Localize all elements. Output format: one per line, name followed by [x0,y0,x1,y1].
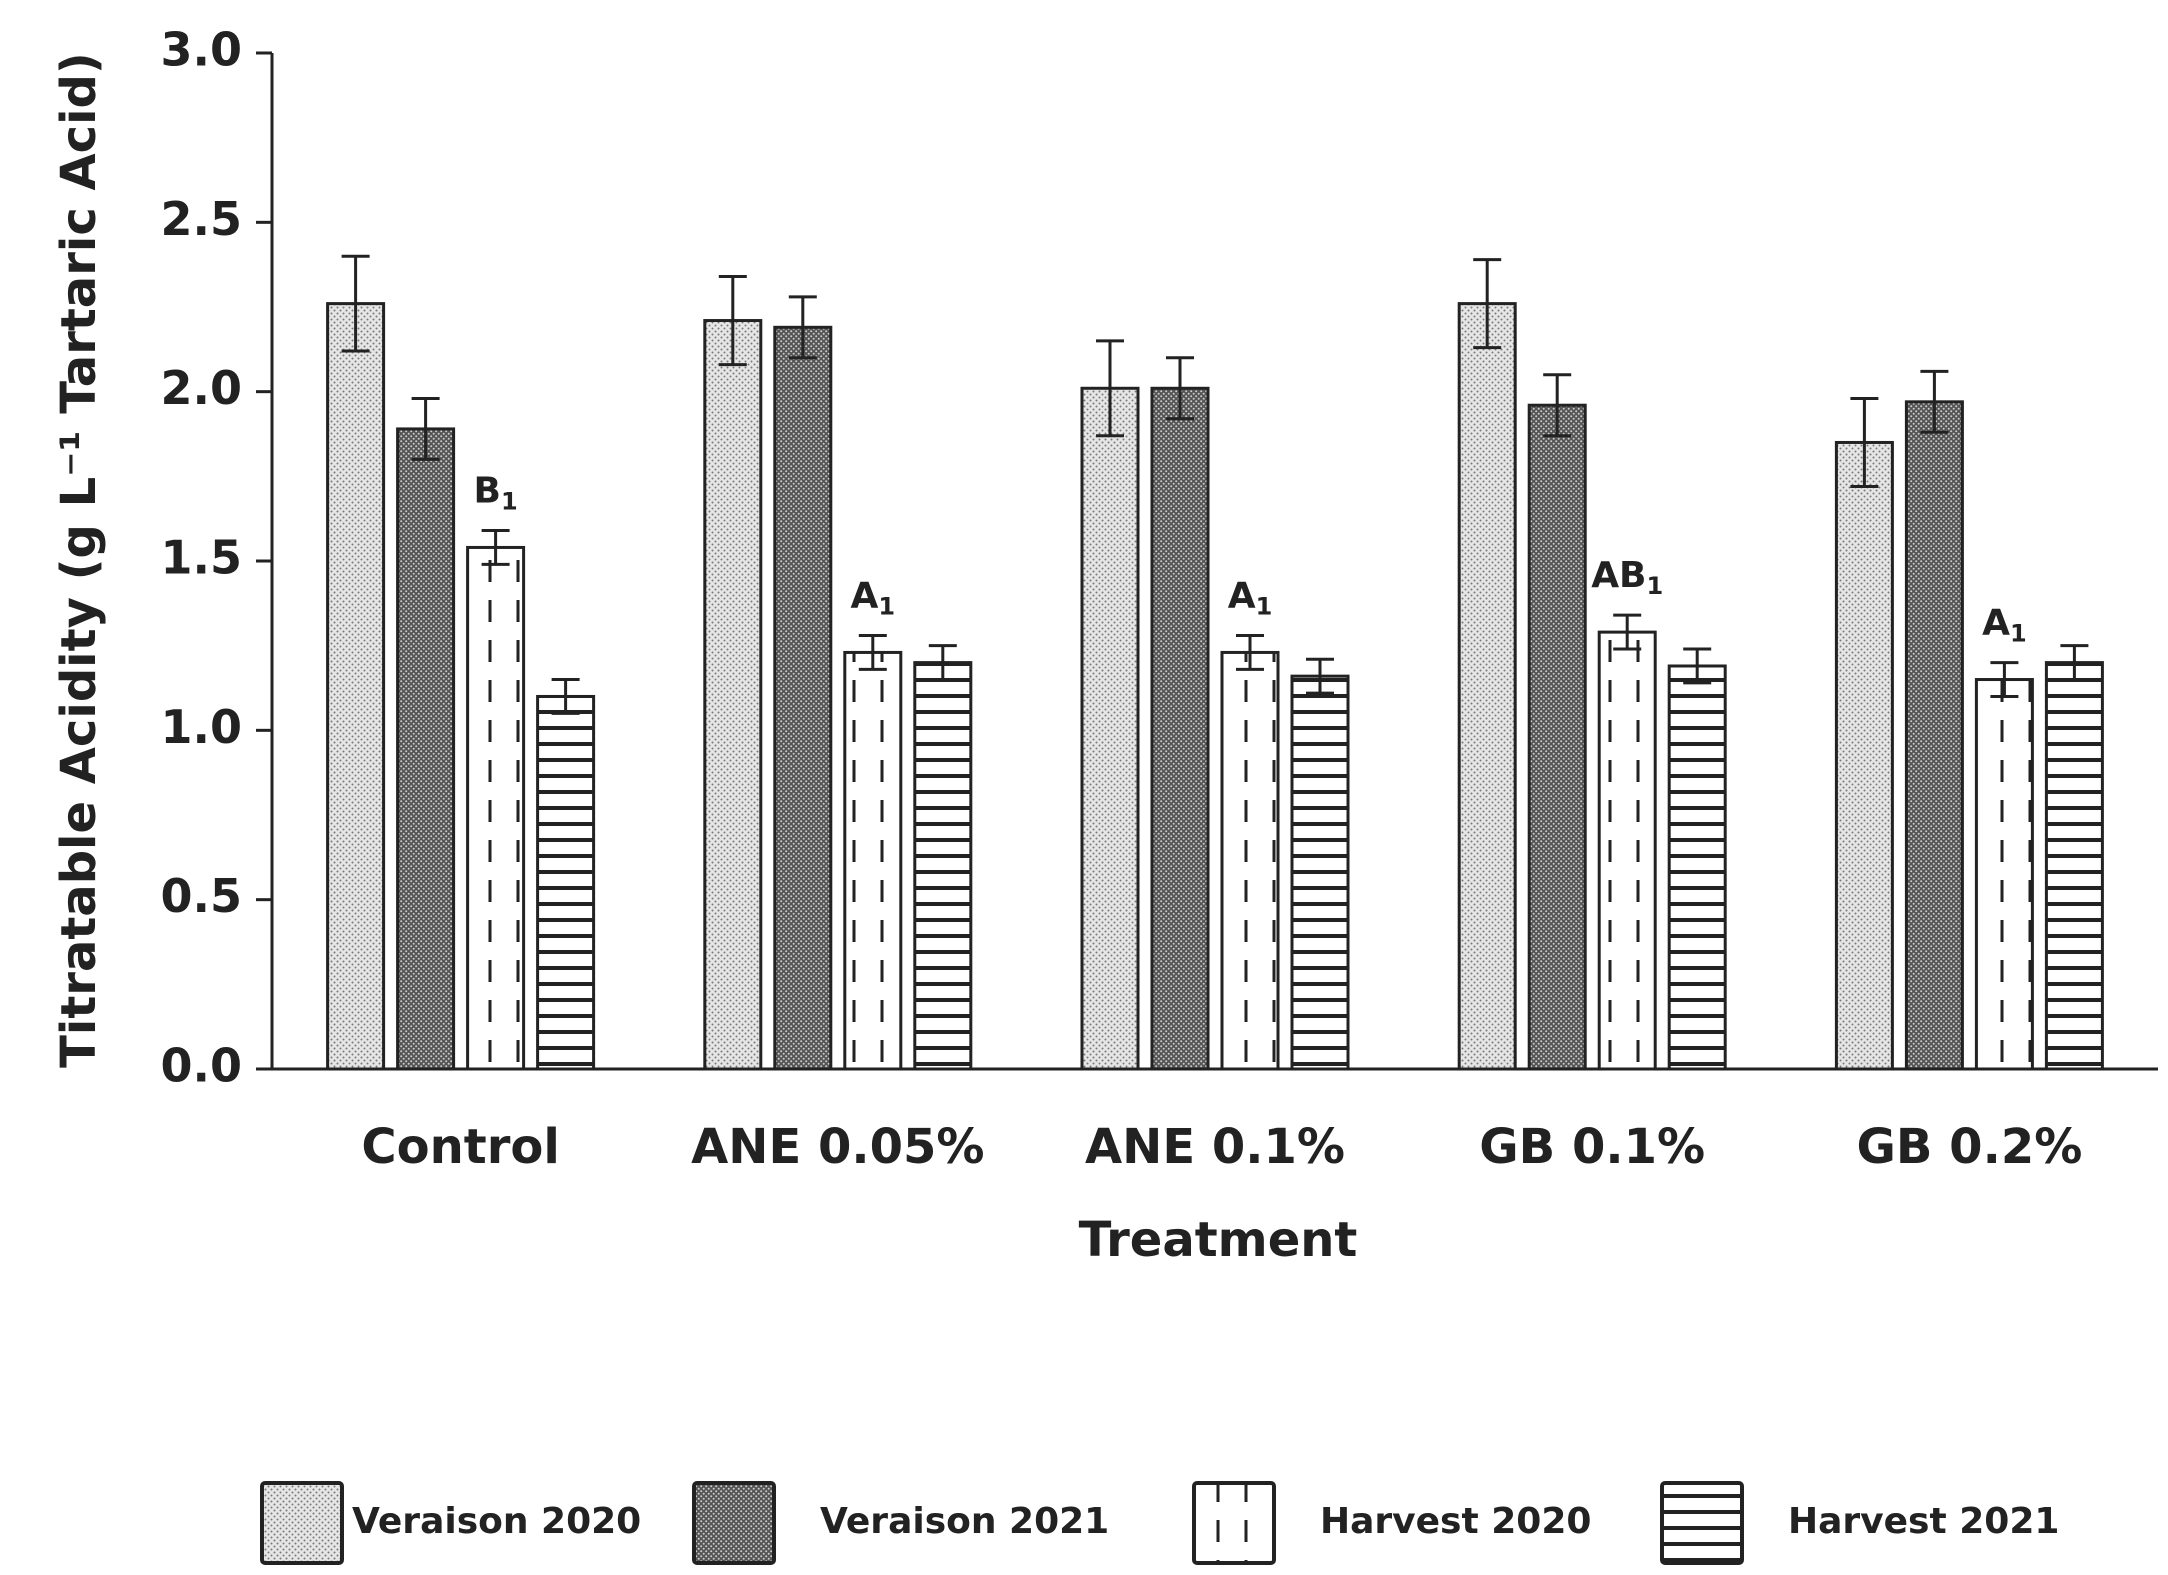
bar [536,694,596,1071]
legend-swatch [1192,1481,1276,1565]
significance-letter: A [851,576,879,617]
y-tick-label: 0.5 [161,869,243,923]
error-bar [1543,373,1572,438]
significance-label: A1 [1228,576,1273,621]
y-tick-label: 1.0 [161,700,243,754]
x-tick-label: GB 0.2% [1856,1119,2082,1175]
error-bar [1683,647,1712,685]
bar [1290,674,1350,1071]
x-axis-title: Treatment [1079,1212,1358,1268]
error-bar [1850,396,1879,488]
bar [703,319,763,1071]
bar [773,325,833,1071]
bar [843,650,903,1071]
error-bar [2060,644,2089,682]
significance-label: A1 [1982,603,2027,648]
bar [1150,386,1210,1071]
bar [1667,664,1727,1071]
bar [466,545,526,1071]
bar [1904,400,1964,1071]
y-axis-title: Titratable Acidity (g L⁻¹ Tartaric Acid) [51,52,107,1068]
legend-label: Veraison 2020 [352,1501,641,1542]
significance-label: AB1 [1591,555,1663,600]
error-bar [1096,339,1124,438]
error-bar [1920,369,1949,434]
error-bar [341,254,370,353]
error-bar [1990,661,2019,698]
error-bar [411,396,440,461]
error-bar [481,529,510,566]
bar [396,427,456,1071]
bar [1834,440,1894,1071]
error-bar [1166,356,1194,421]
error-bar [928,644,957,682]
significance-subscript: 1 [1647,572,1664,600]
significance-subscript: 1 [878,593,895,621]
bar [1527,403,1587,1071]
error-bar [788,295,817,360]
significance-subscript: 1 [1256,593,1273,621]
error-bar [718,275,747,367]
legend-swatch [1660,1481,1744,1565]
bar [1974,678,2034,1071]
error-bar [551,678,580,715]
legend-label: Veraison 2021 [820,1501,1109,1542]
significance-letter: A [1982,603,2010,644]
significance-label: A1 [851,576,896,621]
error-bar [1236,634,1264,671]
x-tick-label: ANE 0.1% [1085,1119,1345,1175]
x-tick-label: GB 0.1% [1479,1119,1705,1175]
bar [1597,630,1657,1071]
y-tick-label: 1.5 [161,531,243,585]
significance-letter: A [1228,576,1256,617]
y-tick-label: 2.0 [161,361,243,415]
bar [326,302,386,1071]
error-bar [1473,258,1502,350]
x-tick-label: ANE 0.05% [691,1119,984,1175]
legend-label: Harvest 2021 [1788,1501,2059,1542]
x-tick-label: Control [361,1119,559,1175]
bar [2044,661,2104,1071]
error-bar [1306,657,1334,695]
significance-label: B1 [474,471,518,516]
error-bar [1613,613,1642,651]
significance-subscript: 1 [2010,620,2027,648]
legend-swatch [692,1481,776,1565]
error-bar [858,634,887,671]
significance-subscript: 1 [501,488,518,516]
bar [1457,302,1517,1071]
bar [913,661,973,1071]
significance-letter: B [474,471,501,512]
legend-swatch [260,1481,344,1565]
legend-label: Harvest 2020 [1320,1501,1591,1542]
bar [1080,386,1140,1071]
significance-letter: AB [1591,555,1646,596]
y-tick-label: 3.0 [161,23,243,77]
y-tick-label: 2.5 [161,192,243,246]
bar [1220,650,1280,1071]
y-tick-label: 0.0 [161,1039,243,1093]
